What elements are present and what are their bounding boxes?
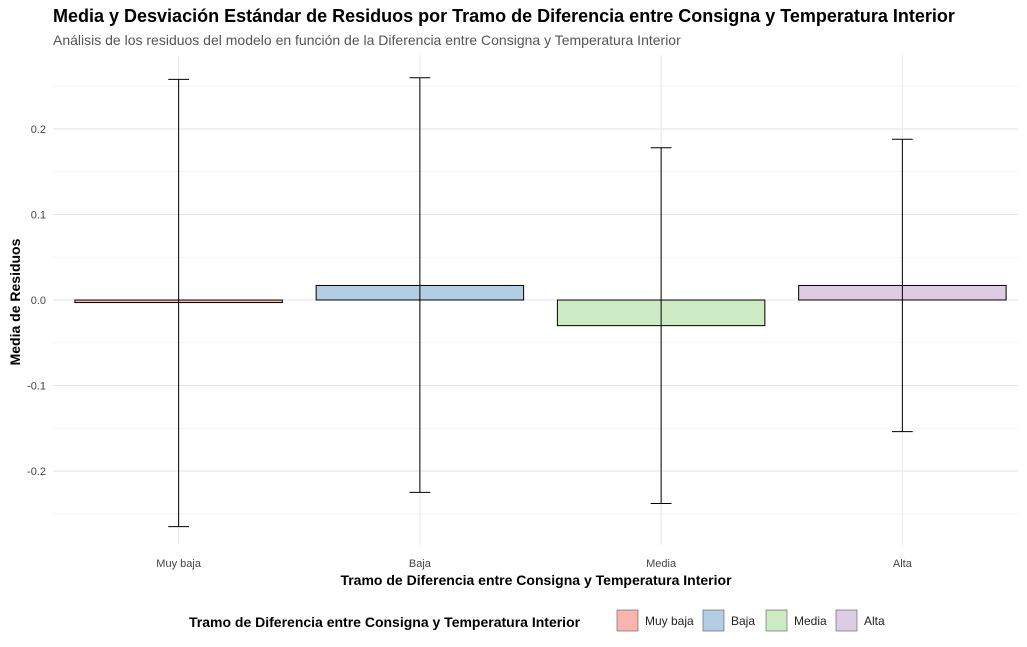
legend-key-alta <box>835 609 858 632</box>
legend-label: Alta <box>864 614 885 628</box>
legend-label: Baja <box>731 614 755 628</box>
x-axis-ticks: Muy baja Baja Media Alta <box>156 558 912 570</box>
y-tick-label: -0.1 <box>27 381 46 393</box>
legend-key-baja <box>702 609 725 632</box>
legend: Tramo de Diferencia entre Consigna y Tem… <box>189 609 885 632</box>
y-tick-label: -0.2 <box>27 466 46 478</box>
x-tick-label: Media <box>646 558 677 570</box>
legend-key-media <box>765 609 788 632</box>
legend-title: Tramo de Diferencia entre Consigna y Tem… <box>189 614 581 630</box>
chart-title: Media y Desviación Estándar de Residuos … <box>53 6 955 26</box>
x-axis-title: Tramo de Diferencia entre Consigna y Tem… <box>340 572 732 588</box>
x-tick-label: Alta <box>893 558 913 570</box>
y-tick-label: 0.2 <box>31 124 46 136</box>
error-bars <box>168 77 913 528</box>
legend-key-muy-baja <box>616 609 639 632</box>
legend-label: Muy baja <box>645 614 694 628</box>
x-tick-label: Baja <box>409 558 432 570</box>
y-tick-label: 0.1 <box>31 210 46 222</box>
y-tick-label: 0.0 <box>31 295 46 307</box>
chart-subtitle: Análisis de los residuos del modelo en f… <box>53 32 681 48</box>
y-axis-ticks: -0.2 -0.1 0.0 0.1 0.2 <box>27 124 46 478</box>
x-tick-label: Muy baja <box>156 558 202 570</box>
bars <box>74 284 1007 327</box>
legend-label: Media <box>794 614 827 628</box>
y-axis-title: Media de Residuos <box>7 238 23 365</box>
